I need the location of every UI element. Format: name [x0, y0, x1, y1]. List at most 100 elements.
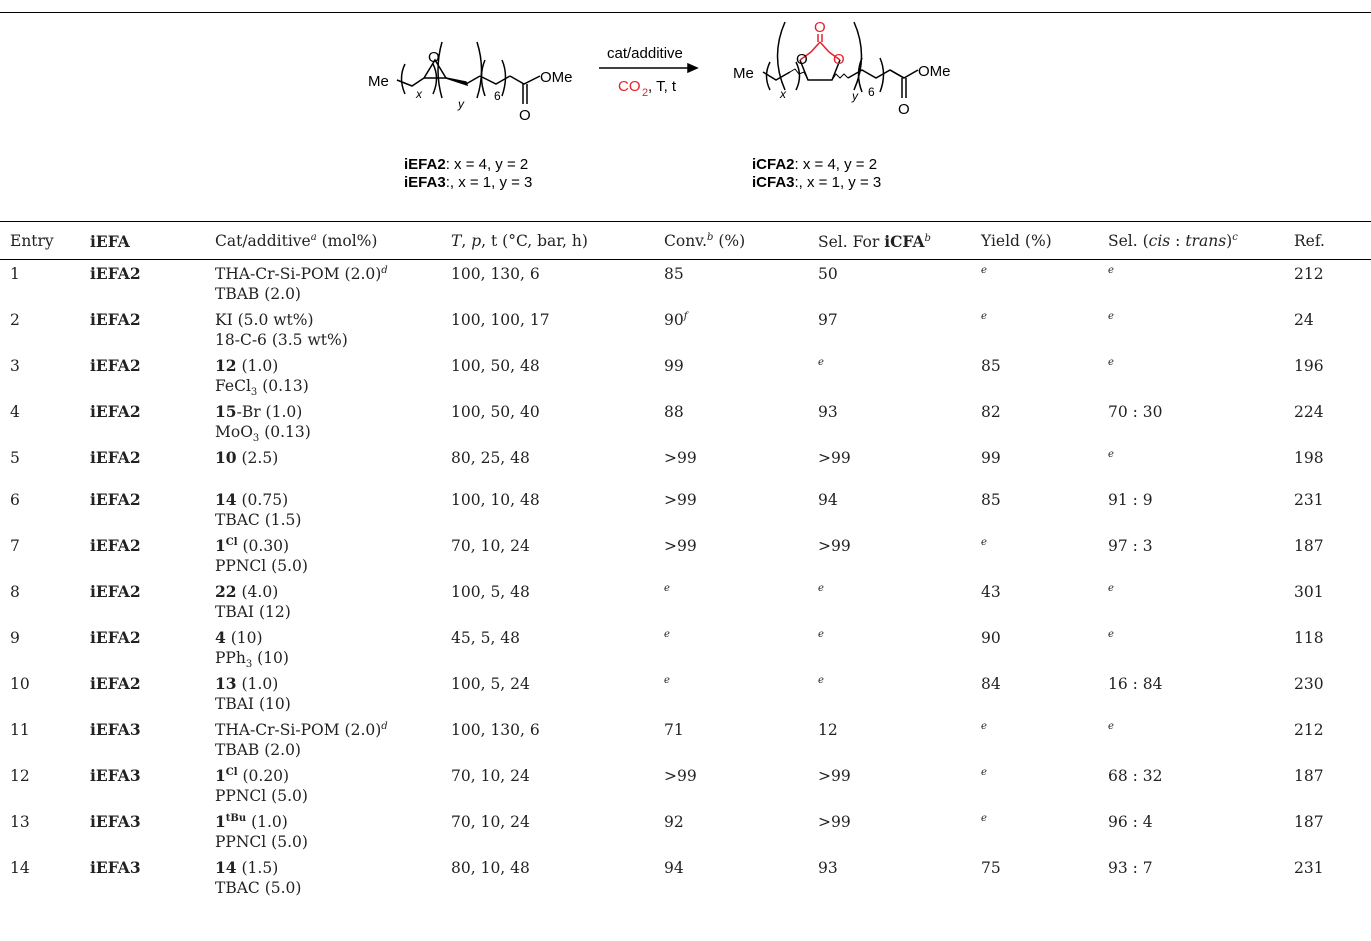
ref-text: 224: [1294, 403, 1324, 421]
cell-sel: >99: [818, 442, 981, 484]
cat1-text: (0.30): [238, 537, 290, 555]
cell-cat: 12 (1.0) FeCl3 (0.13): [215, 350, 451, 396]
cat1-text: -Br (1.0): [237, 403, 303, 421]
cell-conditions: 100, 5, 48: [451, 576, 664, 622]
yield-sup: e: [981, 766, 987, 777]
yield-text: 85: [981, 357, 1001, 375]
cell-cat: 15-Br (1.0) MoO3 (0.13): [215, 396, 451, 442]
ct-sup: e: [1108, 311, 1114, 322]
table-row: 13 iEFA3 1tBu (1.0) PPNCl (5.0) 70, 10, 24 92…: [0, 806, 1359, 852]
reactant-epoxide-o: O: [428, 49, 440, 66]
cell-conv: 99: [664, 350, 818, 396]
cell-conditions: 100, 100, 17: [451, 304, 664, 350]
cell-cis-trans: e: [1108, 622, 1294, 668]
product-sub-6: 6: [868, 85, 875, 99]
cell-conditions: 100, 50, 40: [451, 396, 664, 442]
header-ref: Ref.: [1294, 224, 1359, 258]
cell-conditions: 100, 5, 24: [451, 668, 664, 714]
cell-cis-trans: e: [1108, 714, 1294, 760]
cat2-text: PPh: [215, 649, 246, 667]
yield-sup: e: [981, 720, 987, 731]
cell-iefa: iEFA2: [90, 576, 215, 622]
header-cond-p: p: [471, 232, 481, 250]
ct-sup: e: [1108, 357, 1114, 368]
header-sel-bold: iCFA: [884, 232, 924, 251]
cell-cat: 13 (1.0) TBAI (10): [215, 668, 451, 714]
cell-yield: 99: [981, 442, 1108, 484]
cell-cis-trans: 96 : 4: [1108, 806, 1294, 852]
ref-text: 230: [1294, 675, 1324, 693]
cond-text: 100, 130, 6: [451, 721, 540, 739]
cell-sel: 94: [818, 484, 981, 530]
entry-text: 5: [10, 449, 20, 467]
cell-iefa: iEFA3: [90, 806, 215, 852]
cell-iefa: iEFA2: [90, 396, 215, 442]
yield-text: 43: [981, 583, 1001, 601]
cell-entry: 3: [0, 350, 90, 396]
cat2-text: PPNCl (5.0): [215, 787, 308, 805]
cell-conv: e: [664, 622, 818, 668]
cell-conv: >99: [664, 484, 818, 530]
product-ring-o2: O: [833, 51, 845, 68]
sel-sup: e: [818, 582, 824, 593]
cell-conv: e: [664, 668, 818, 714]
cell-conditions: 70, 10, 24: [451, 760, 664, 806]
cell-cis-trans: 68 : 32: [1108, 760, 1294, 806]
results-table: Entry iEFA Cat/additivea (mol%) T, p, t …: [0, 224, 1359, 898]
cell-entry: 14: [0, 852, 90, 898]
table-header-row: Entry iEFA Cat/additivea (mol%) T, p, t …: [0, 224, 1359, 258]
reactant-label-1-text: : x = 4, y = 2: [446, 156, 529, 173]
cell-yield: e: [981, 304, 1108, 350]
ref-text: 212: [1294, 265, 1324, 283]
table-row: 12 iEFA3 1Cl (0.20) PPNCl (5.0) 70, 10, 24 >9…: [0, 760, 1359, 806]
entry-text: 12: [10, 767, 30, 785]
product-ome: OMe: [918, 63, 951, 80]
paren-x-right: [433, 64, 437, 94]
cond-text: 100, 130, 6: [451, 265, 540, 283]
cat1-bold-sup: Cl: [226, 536, 238, 547]
entry-text: 7: [10, 537, 20, 555]
cell-yield: 85: [981, 350, 1108, 396]
cell-entry: 12: [0, 760, 90, 806]
cell-sel: e: [818, 576, 981, 622]
cat1-bold-sup: tBu: [226, 812, 246, 823]
ref-text: 301: [1294, 583, 1324, 601]
yield-text: 84: [981, 675, 1001, 693]
ref-text: 187: [1294, 767, 1324, 785]
cell-entry: 11: [0, 714, 90, 760]
cell-sel: 93: [818, 852, 981, 898]
table-row: 8 iEFA2 22 (4.0) TBAI (12) 100, 5, 48 e e 43 e 30…: [0, 576, 1359, 622]
cell-ref: 118: [1294, 622, 1359, 668]
cell-yield: 43: [981, 576, 1108, 622]
reaction-scheme: Me O x y 6 OMe O cat/additive CO 2 , T, …: [0, 12, 1371, 222]
cell-cis-trans: 16 : 84: [1108, 668, 1294, 714]
cell-sel: e: [818, 668, 981, 714]
ct-text: 16 : 84: [1108, 675, 1163, 693]
cell-conditions: 100, 130, 6: [451, 258, 664, 304]
cell-conv: >99: [664, 530, 818, 576]
sel-text: 94: [818, 491, 838, 509]
cat1-bold: 1: [215, 536, 226, 555]
table-row: 7 iEFA2 1Cl (0.30) PPNCl (5.0) 70, 10, 24 >99…: [0, 530, 1359, 576]
cell-iefa: iEFA2: [90, 258, 215, 304]
cond-text: 45, 5, 48: [451, 629, 520, 647]
cell-yield: 85: [981, 484, 1108, 530]
yield-text: 90: [981, 629, 1001, 647]
header-cond-t: T: [451, 232, 461, 250]
cond-text: 80, 10, 48: [451, 859, 530, 877]
cat2-text: PPNCl (5.0): [215, 833, 308, 851]
header-sel-text: Sel. For: [818, 233, 884, 251]
cat2-text: TBAB (2.0): [215, 741, 301, 759]
cell-cis-trans: e: [1108, 350, 1294, 396]
table-row: 2 iEFA2 KI (5.0 wt%) 18-C-6 (3.5 wt%) 100, 1…: [0, 304, 1359, 350]
iefa-text: iEFA3: [90, 720, 141, 739]
cat2-text: TBAC (1.5): [215, 511, 301, 529]
cell-iefa: iEFA2: [90, 530, 215, 576]
cat1-text: KI (5.0 wt%): [215, 311, 314, 329]
cell-sel: e: [818, 350, 981, 396]
cell-ref: 187: [1294, 530, 1359, 576]
cell-conv: 92: [664, 806, 818, 852]
cell-yield: 90: [981, 622, 1108, 668]
cell-iefa: iEFA2: [90, 304, 215, 350]
